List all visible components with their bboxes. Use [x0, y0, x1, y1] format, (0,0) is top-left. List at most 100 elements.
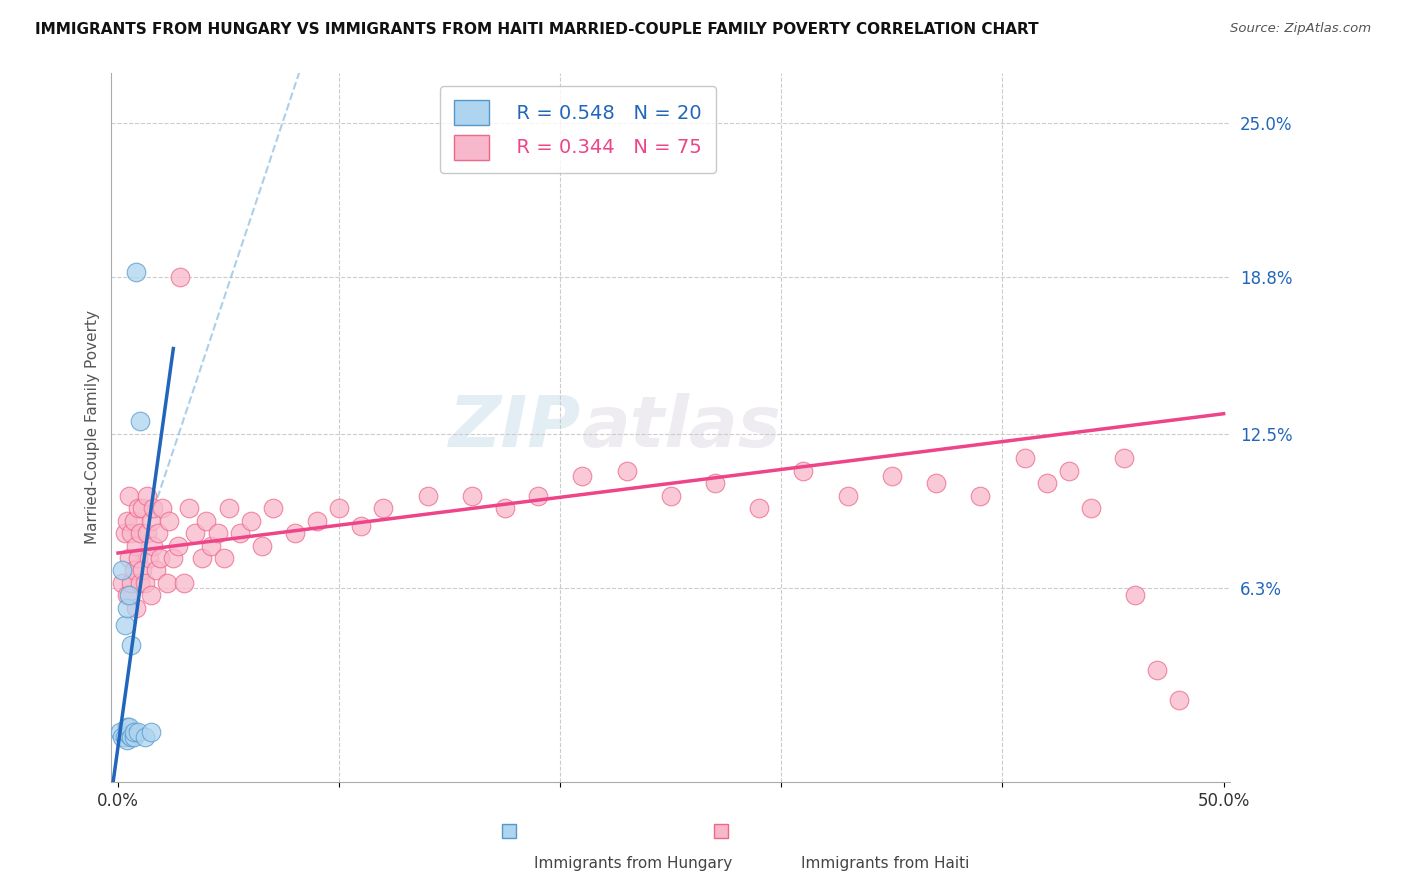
- Point: [173, 575, 195, 590]
- Point: [122, 514, 145, 528]
- Point: [125, 265, 148, 279]
- Point: [527, 489, 550, 503]
- Point: [127, 501, 149, 516]
- Point: [127, 551, 149, 566]
- Legend:   R = 0.548   N = 20,   R = 0.344   N = 75: R = 0.548 N = 20, R = 0.344 N = 75: [440, 87, 716, 173]
- Point: [1014, 451, 1036, 466]
- Point: [145, 563, 167, 577]
- Point: [118, 728, 141, 742]
- Point: [118, 551, 141, 566]
- Point: [118, 489, 141, 503]
- Point: [228, 526, 250, 541]
- Point: [114, 730, 136, 744]
- Point: [1168, 692, 1191, 706]
- Point: [250, 539, 273, 553]
- Point: [1123, 588, 1146, 602]
- Point: [114, 618, 136, 632]
- Point: [111, 563, 134, 577]
- Point: [239, 514, 262, 528]
- Text: Immigrants from Hungary: Immigrants from Hungary: [534, 856, 733, 871]
- Point: [969, 489, 991, 503]
- Text: Source: ZipAtlas.com: Source: ZipAtlas.com: [1230, 22, 1371, 36]
- Point: [571, 469, 593, 483]
- Point: [837, 489, 859, 503]
- Point: [125, 539, 148, 553]
- Point: [118, 720, 141, 734]
- Point: [146, 526, 169, 541]
- Point: [1057, 464, 1080, 478]
- Point: [120, 575, 142, 590]
- Point: [120, 638, 142, 652]
- Point: [494, 501, 516, 516]
- Point: [212, 551, 235, 566]
- Point: [218, 501, 240, 516]
- Point: [135, 489, 157, 503]
- Point: [120, 730, 142, 744]
- Point: [1035, 476, 1057, 491]
- Point: [114, 526, 136, 541]
- Point: [1114, 451, 1136, 466]
- Text: IMMIGRANTS FROM HUNGARY VS IMMIGRANTS FROM HAITI MARRIED-COUPLE FAMILY POVERTY C: IMMIGRANTS FROM HUNGARY VS IMMIGRANTS FR…: [35, 22, 1039, 37]
- Point: [616, 464, 638, 478]
- Point: [129, 414, 152, 428]
- Point: [115, 600, 138, 615]
- Point: [115, 720, 138, 734]
- Point: [195, 514, 218, 528]
- Point: [142, 539, 165, 553]
- Point: [134, 730, 156, 744]
- Point: [115, 588, 138, 602]
- Point: [169, 269, 191, 284]
- Point: [166, 539, 188, 553]
- Point: [142, 501, 165, 516]
- Point: [156, 575, 179, 590]
- Text: Immigrants from Haiti: Immigrants from Haiti: [801, 856, 970, 871]
- Point: [115, 732, 138, 747]
- Point: [122, 730, 145, 744]
- Point: [134, 575, 156, 590]
- Point: [748, 501, 770, 516]
- Point: [141, 725, 163, 739]
- Point: [373, 501, 395, 516]
- Point: [111, 575, 134, 590]
- Point: [350, 518, 373, 533]
- Point: [925, 476, 948, 491]
- Point: [115, 514, 138, 528]
- Point: [111, 730, 134, 744]
- Point: [118, 588, 141, 602]
- Point: [177, 501, 200, 516]
- Point: [200, 539, 222, 553]
- Point: [704, 476, 727, 491]
- Point: [792, 464, 814, 478]
- Point: [262, 501, 284, 516]
- Point: [129, 575, 152, 590]
- Point: [122, 563, 145, 577]
- Point: [110, 725, 132, 739]
- Point: [120, 526, 142, 541]
- Text: atlas: atlas: [581, 392, 782, 462]
- Point: [129, 526, 152, 541]
- Point: [141, 514, 163, 528]
- Point: [191, 551, 214, 566]
- Point: [1146, 663, 1168, 677]
- Point: [328, 501, 350, 516]
- Point: [122, 725, 145, 739]
- Text: ZIP: ZIP: [449, 392, 581, 462]
- Point: [127, 725, 149, 739]
- Point: [284, 526, 307, 541]
- Point: [125, 600, 148, 615]
- Point: [659, 489, 682, 503]
- Point: [157, 514, 180, 528]
- Point: [149, 551, 172, 566]
- Point: [131, 501, 153, 516]
- Point: [1080, 501, 1102, 516]
- Y-axis label: Married-Couple Family Poverty: Married-Couple Family Poverty: [86, 310, 100, 544]
- Point: [138, 551, 160, 566]
- Point: [150, 501, 173, 516]
- Point: [135, 526, 157, 541]
- Point: [141, 588, 163, 602]
- Point: [162, 551, 184, 566]
- Point: [184, 526, 207, 541]
- Point: [416, 489, 439, 503]
- Point: [131, 563, 153, 577]
- Point: [461, 489, 484, 503]
